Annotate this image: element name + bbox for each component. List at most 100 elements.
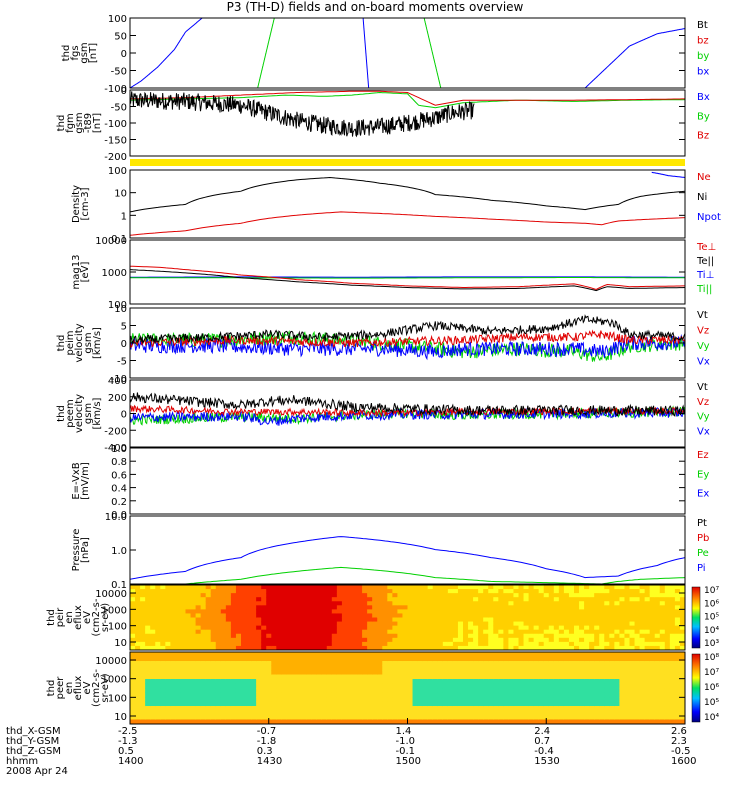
panel-peir (129, 584, 701, 651)
footer-value: -0.1 (395, 746, 416, 757)
panel-fgs (129, 17, 686, 89)
y-tick-label: 0 (121, 339, 127, 350)
y-tick-label: -200 (104, 426, 127, 437)
legend-entry: Bz (697, 131, 709, 142)
y-tick-label: -400 (104, 443, 127, 454)
footer-date: 2008 Apr 24 (6, 766, 68, 777)
y-axis-label: peer (55, 676, 66, 700)
y-axis-label: thd (46, 609, 57, 626)
y-axis-label: E=-VxB (71, 462, 82, 499)
y-tick-label: 10000 (95, 236, 127, 247)
series-line (651, 171, 685, 178)
axis-frame (129, 17, 686, 89)
axis-frame (129, 447, 686, 515)
y-tick-label: 1000 (102, 675, 127, 686)
y-axis-label: peim (65, 330, 76, 355)
legend-entry: Pt (697, 518, 707, 529)
y-tick-label: 10 (114, 712, 127, 723)
y-tick-label: 0.1 (111, 580, 127, 591)
panel-density (129, 169, 686, 239)
y-axis-label: gsm (79, 42, 90, 63)
y-axis-label: Pressure (71, 529, 82, 572)
y-axis-label: sr-eV) (100, 603, 111, 632)
legend-entry: bz (697, 36, 709, 47)
legend-entry: bx (697, 67, 709, 78)
y-tick-label: 1000 (102, 268, 127, 279)
y-axis-label: en (64, 682, 75, 695)
panel-pressure (129, 515, 686, 585)
series-line (130, 18, 203, 88)
y-tick-label: 10000 (95, 656, 127, 667)
y-tick-label: 400 (108, 376, 127, 387)
colorbar-tick-label: 10³ (704, 639, 719, 649)
y-tick-label: 100 (108, 300, 127, 311)
y-axis-label: [nT] (88, 43, 99, 63)
y-tick-label: 10.0 (105, 512, 127, 523)
footer-label-z: thd_Z-GSM (6, 746, 61, 757)
y-tick-label: 50 (114, 32, 127, 43)
y-axis-label: peem (65, 399, 76, 427)
y-tick-label: 100 (108, 14, 127, 25)
colorbar-tick-label: 10⁵ (704, 698, 719, 708)
y-axis-label: thd (56, 335, 67, 352)
figure-title: P3 (TH-D) fields and on-board moments ov… (226, 0, 524, 14)
y-tick-label: 1000 (102, 605, 127, 616)
y-axis-label: peir (55, 607, 66, 627)
y-tick-label: -100 (104, 119, 127, 130)
y-axis-label: gsm (83, 332, 94, 353)
series-line (130, 91, 685, 109)
footer-value: -1.8 (256, 736, 277, 747)
y-axis-label: fgs (70, 45, 81, 60)
y-axis-label: (cm2-s- (91, 598, 102, 636)
legend-entry: Vy (697, 341, 710, 352)
legend-entry: Pb (697, 533, 709, 544)
legend-entry: Ti|| (696, 284, 712, 295)
y-tick-label: 0.1 (111, 234, 127, 245)
legend-entry: Vt (697, 310, 708, 321)
legend-entry: Vz (697, 397, 709, 408)
footer-label-x: thd_X-GSM (6, 726, 61, 737)
y-tick-label: -50 (111, 103, 127, 114)
y-axis-label: thd (56, 405, 67, 422)
footer-value: -0.5 (671, 746, 691, 757)
y-axis-label: mag13 (71, 255, 82, 290)
y-axis-label: eflux (73, 676, 84, 701)
y-tick-label: 10 (114, 638, 127, 649)
legend-entry: Vx (697, 426, 710, 437)
panel-state_bar (130, 159, 685, 166)
legend-entry: Ni (697, 192, 707, 203)
y-tick-label: 10 (114, 189, 127, 200)
legend-entry: Vz (697, 326, 709, 337)
footer-value: -0.7 (256, 726, 277, 737)
legend-entry: By (697, 111, 710, 122)
panel-peem_vel (129, 379, 686, 448)
series-line (362, 18, 370, 88)
series-line (130, 536, 685, 580)
series-line (130, 265, 685, 291)
footer-value: -2.5 (118, 726, 138, 737)
footer-value: 2.4 (534, 726, 551, 737)
y-tick-label: 100 (108, 693, 127, 704)
panel-temp (129, 239, 686, 305)
y-tick-label: -10 (111, 374, 127, 385)
series-line (130, 211, 685, 236)
y-axis-label: velocity (74, 394, 85, 433)
legend-entry: Npot (697, 212, 721, 223)
series-line (130, 330, 685, 363)
colorbar-tick-label: 10⁶ (704, 683, 719, 693)
y-axis-label: [mV/m] (80, 462, 91, 500)
legend-entry: Vt (697, 382, 708, 393)
y-tick-label: 5 (121, 322, 127, 333)
footer-label-y: thd_Y-GSM (6, 736, 60, 747)
footer-value: 0.3 (256, 746, 273, 757)
y-axis-label: (cm2-s- (91, 669, 102, 707)
y-tick-label: -200 (104, 152, 127, 163)
y-tick-label: 0 (121, 49, 127, 60)
series-line (584, 28, 685, 88)
legend-entry: by (697, 51, 709, 62)
series-line (130, 277, 685, 279)
y-tick-label: 200 (108, 393, 127, 404)
footer-value: 1430 (256, 756, 283, 767)
panel-efield (129, 447, 686, 515)
y-axis-label: eV (82, 611, 93, 624)
